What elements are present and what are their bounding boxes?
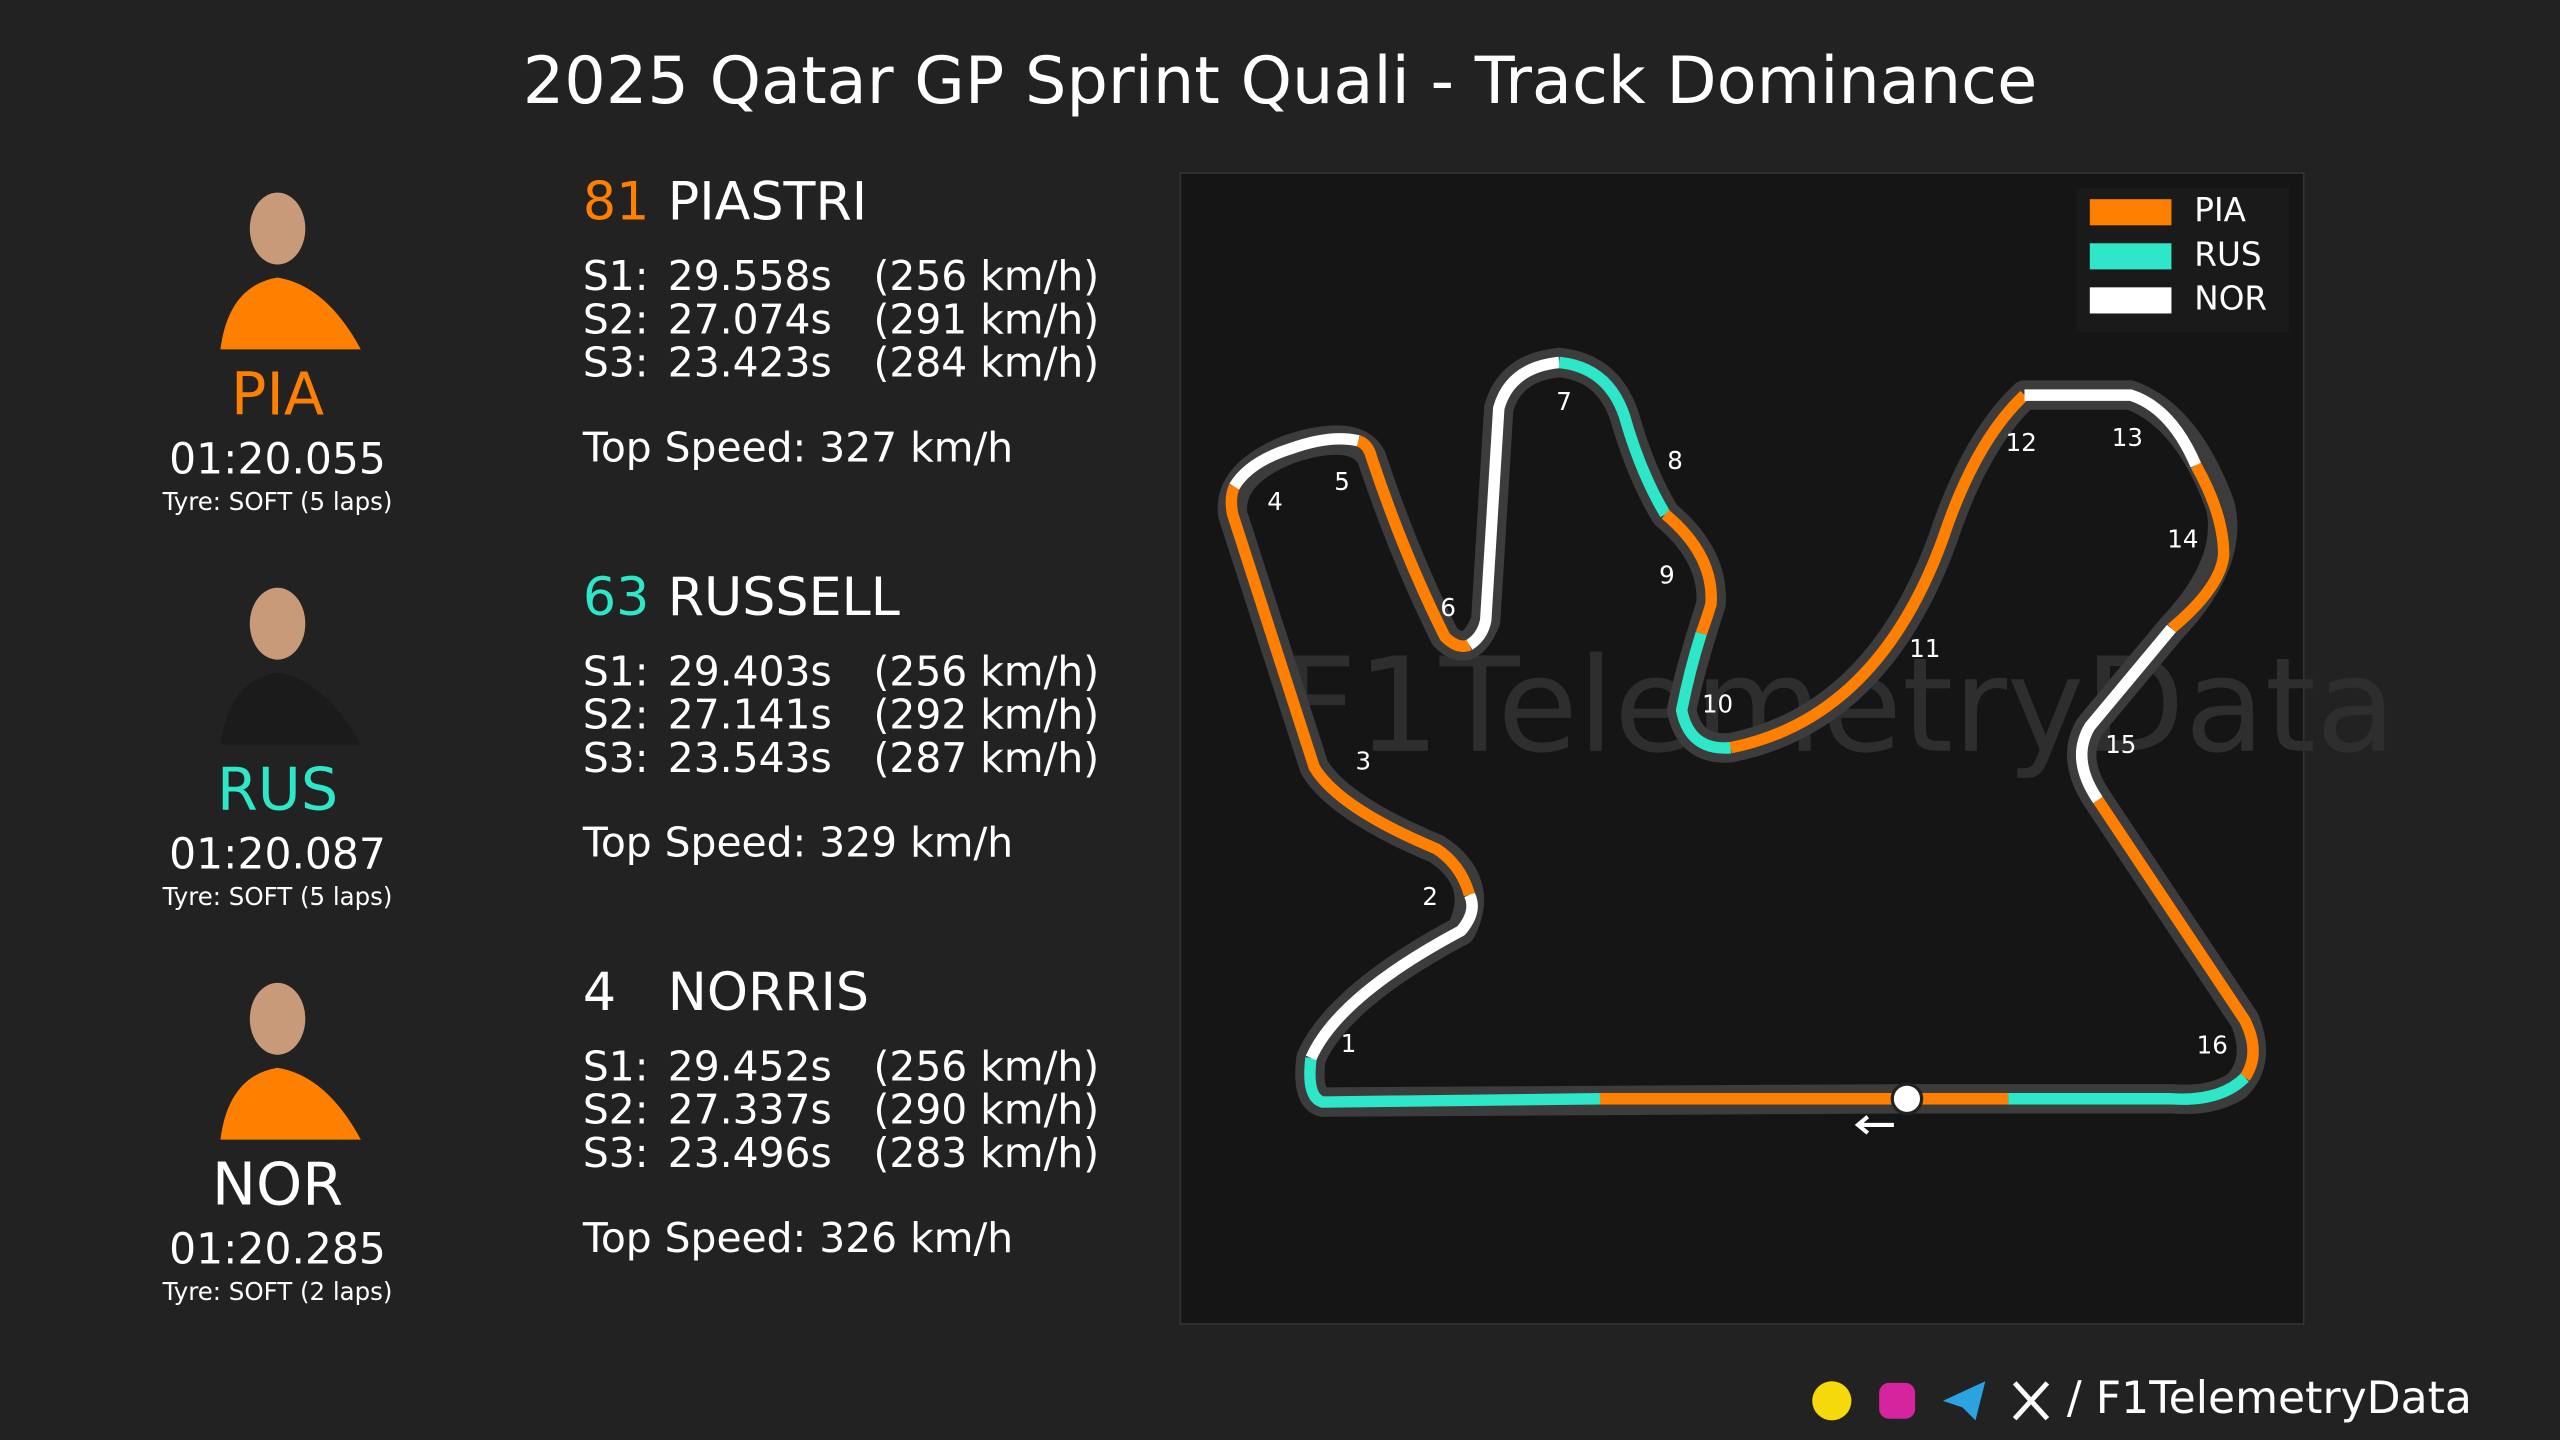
- sector-label: S2:: [583, 1086, 649, 1134]
- driver-name: RUSSELL: [668, 568, 900, 628]
- sector-time: 27.074s: [668, 295, 832, 343]
- corner-label: 16: [2197, 1031, 2228, 1060]
- driver-code: NOR: [212, 1150, 343, 1219]
- icon: [1942, 1381, 1986, 1421]
- legend-label: PIA: [2194, 191, 2246, 229]
- sector-label: S3:: [583, 339, 649, 387]
- corner-label: 14: [2167, 524, 2198, 553]
- corner-label: 1: [1341, 1029, 1357, 1058]
- sector-speed: (283 km/h): [873, 1129, 1099, 1177]
- corner-label: 5: [1334, 467, 1350, 496]
- corner-label: 4: [1267, 487, 1283, 516]
- track-segment: [2008, 1073, 2249, 1105]
- top-speed: Top Speed: 329 km/h: [582, 819, 1013, 867]
- driver-number: 81: [583, 173, 649, 233]
- corner-label: 12: [2006, 428, 2037, 457]
- track-segment: [1558, 356, 1671, 518]
- track-segment: [2167, 462, 2230, 633]
- driver-name: PIASTRI: [668, 173, 867, 233]
- track-segment: [2075, 624, 2176, 804]
- track-segment: [1225, 484, 1475, 897]
- corner-label: 11: [1909, 634, 1940, 663]
- sector-time: 29.403s: [668, 647, 832, 695]
- legend-swatch: [2089, 287, 2172, 314]
- track-segment: [1466, 356, 1560, 650]
- corner-label: 3: [1355, 746, 1371, 775]
- driver-number: 4: [583, 963, 616, 1023]
- sector-time: 23.423s: [668, 339, 832, 387]
- corner-label: 10: [1702, 689, 1733, 718]
- sector-time: 27.141s: [668, 691, 832, 739]
- lap-time: 01:20.285: [169, 1226, 386, 1275]
- sector-speed: (291 km/h): [873, 295, 1099, 343]
- sector-label: S3:: [583, 734, 649, 782]
- icon: [2012, 1381, 2050, 1421]
- footer-handle: / F1TelemetryData: [2067, 1373, 2472, 1424]
- tyre-info: Tyre: SOFT (5 laps): [162, 882, 393, 911]
- sector-label: S1:: [583, 647, 649, 695]
- track-segment: [1304, 1057, 1601, 1108]
- sector-label: S3:: [583, 1129, 649, 1177]
- sector-time: 27.337s: [668, 1086, 832, 1134]
- tyre-info: Tyre: SOFT (2 laps): [162, 1277, 393, 1306]
- sector-time: 23.496s: [668, 1129, 832, 1177]
- corner-label: 15: [2105, 730, 2136, 759]
- track-segment: [1729, 390, 2029, 754]
- sector-label: S1:: [583, 252, 649, 300]
- driver-code: PIA: [231, 359, 324, 428]
- sector-label: S2:: [583, 691, 649, 739]
- direction-arrow: [1854, 1115, 1894, 1135]
- title: 2025 Qatar GP Sprint Quali - Track Domin…: [523, 43, 2038, 119]
- sector-label: S1:: [583, 1042, 649, 1090]
- driver-number: 63: [583, 568, 649, 628]
- top-speed: Top Speed: 327 km/h: [582, 424, 1013, 472]
- headshot-body: [220, 277, 361, 350]
- driver-code: RUS: [217, 755, 338, 824]
- corner-label: 9: [1659, 560, 1675, 589]
- track-segment: [1675, 631, 1732, 754]
- track-segment: [2024, 389, 2202, 468]
- track-segment: [1229, 433, 1360, 490]
- sector-label: S2:: [583, 295, 649, 343]
- sector-speed: (287 km/h): [873, 734, 1099, 782]
- track: [1217, 347, 2267, 1135]
- icon: [1879, 1382, 1916, 1419]
- sector-speed: (256 km/h): [873, 647, 1099, 695]
- corner-label: 7: [1556, 387, 1572, 416]
- lap-time: 01:20.087: [169, 831, 386, 880]
- tyre-info: Tyre: SOFT (5 laps): [162, 487, 393, 516]
- corner-label: 6: [1440, 593, 1456, 622]
- headshot-face: [249, 192, 306, 265]
- headshot-body: [220, 672, 361, 745]
- sector-time: 29.558s: [668, 252, 832, 300]
- legend-swatch: [2089, 199, 2172, 226]
- sector-speed: (290 km/h): [873, 1086, 1099, 1134]
- headshot-body: [220, 1067, 361, 1140]
- headshot-face: [249, 982, 306, 1055]
- track-segment: [2093, 796, 2259, 1081]
- track-segment: [1356, 435, 1472, 652]
- sector-time: 29.452s: [668, 1042, 832, 1090]
- top-speed: Top Speed: 326 km/h: [582, 1214, 1013, 1262]
- corner-label: 13: [2112, 423, 2143, 452]
- headshot-face: [249, 587, 306, 660]
- track-segment: [1661, 509, 1717, 636]
- sector-time: 23.543s: [668, 734, 832, 782]
- legend-swatch: [2089, 243, 2172, 270]
- sector-speed: (292 km/h): [873, 691, 1099, 739]
- sector-speed: (256 km/h): [873, 1042, 1099, 1090]
- corner-label: 8: [1667, 446, 1683, 475]
- legend-label: RUS: [2194, 235, 2261, 273]
- driver-name: NORRIS: [668, 963, 869, 1023]
- track-segment: [1305, 892, 1478, 1061]
- legend-label: NOR: [2194, 279, 2267, 317]
- social-icons: [1812, 1381, 2050, 1421]
- lap-time: 01:20.055: [169, 436, 386, 485]
- icon: [1812, 1381, 1852, 1421]
- sector-speed: (256 km/h): [873, 252, 1099, 300]
- sector-speed: (284 km/h): [873, 339, 1099, 387]
- corner-label: 2: [1422, 882, 1438, 911]
- finish-line-marker: [1890, 1082, 1924, 1116]
